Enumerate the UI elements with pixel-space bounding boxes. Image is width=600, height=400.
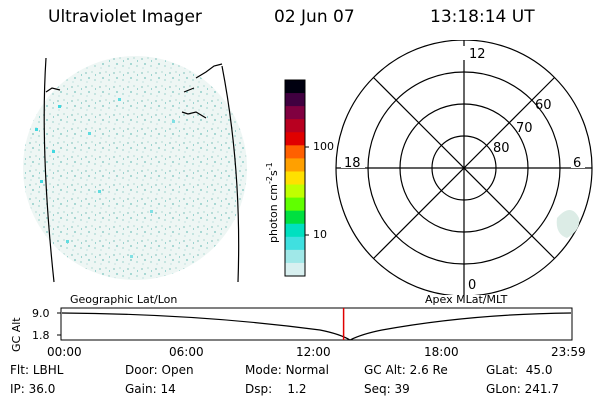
colorbar-band (285, 223, 305, 238)
polar-label-0: 0 (468, 278, 476, 293)
polar-grid-panel: 12 18 6 0 60 70 80 (335, 40, 593, 295)
status-glon: GLon: 241.7 (486, 382, 559, 396)
timeline-tick-06: 06:00 (169, 345, 204, 359)
image-time: 13:18:14 UT (430, 7, 535, 27)
colorbar-band (285, 158, 305, 173)
colorbar-band (285, 171, 305, 186)
timeline-tick-00: 00:00 (47, 345, 82, 359)
status-filter: Flt: LBHL (10, 363, 64, 377)
polar-label-lat-70: 70 (516, 121, 533, 136)
instrument-title: Ultraviolet Imager (48, 7, 202, 27)
colorbar-unit-label: photon cm-2s-1 (265, 162, 280, 243)
status-seq: Seq: 39 (364, 382, 410, 396)
timeline-tick-18: 18:00 (424, 345, 459, 359)
polar-emission-patch (556, 210, 580, 238)
colorbar-band (285, 145, 305, 159)
altitude-curve (61, 312, 572, 341)
polar-label-lat-60: 60 (535, 98, 552, 113)
uv-image-panel (23, 56, 247, 283)
colorbar-band (285, 93, 305, 107)
colorbar-label-10: 10 (313, 228, 327, 241)
colorbar-band (285, 80, 305, 94)
colorbar-band (285, 197, 305, 212)
colorbar-band (285, 210, 305, 225)
colorbar-band (285, 249, 305, 264)
status-gain: Gain: 14 (125, 382, 176, 396)
polar-label-6: 6 (573, 156, 581, 171)
status-ip: IP: 36.0 (10, 382, 56, 396)
status-glat: GLat: 45.0 (486, 363, 553, 377)
timeline-tick-2359: 23:59 (551, 345, 586, 359)
timeline-plot: GC Alt 9.0 1.8 (10, 307, 573, 352)
image-date: 02 Jun 07 (274, 7, 355, 27)
timeline-axis-label: GC Alt (10, 317, 23, 352)
colorbar: photon cm-2s-1 (265, 79, 309, 277)
colorbar-band (285, 262, 305, 277)
status-gc-alt: GC Alt: 2.6 Re (364, 363, 448, 377)
uv-emission-disk (23, 56, 247, 280)
colorbar-band (285, 106, 305, 120)
colorbar-band (285, 119, 305, 133)
colorbar-band (285, 184, 305, 199)
coastline-outline (43, 57, 240, 283)
polar-label-lat-80: 80 (493, 141, 510, 156)
status-door: Door: Open (125, 363, 194, 377)
timeline-left-label: Geographic Lat/Lon (70, 293, 178, 306)
status-mode: Mode: Normal (245, 363, 329, 377)
timeline-tick-12: 12:00 (296, 345, 331, 359)
timeline-y-label-high: 9.0 (32, 307, 50, 320)
colorbar-band (285, 132, 305, 146)
polar-label-18: 18 (344, 156, 361, 171)
status-dsp: Dsp: 1.2 (245, 382, 307, 396)
polar-label-12: 12 (469, 47, 486, 62)
colorbar-band (285, 236, 305, 251)
timeline-frame (60, 307, 573, 341)
colorbar-label-100: 100 (313, 140, 334, 153)
timeline-y-label-low: 1.8 (32, 329, 50, 342)
timeline-right-label: Apex MLat/MLT (425, 293, 508, 306)
polar-diagonal-b (373, 77, 555, 259)
